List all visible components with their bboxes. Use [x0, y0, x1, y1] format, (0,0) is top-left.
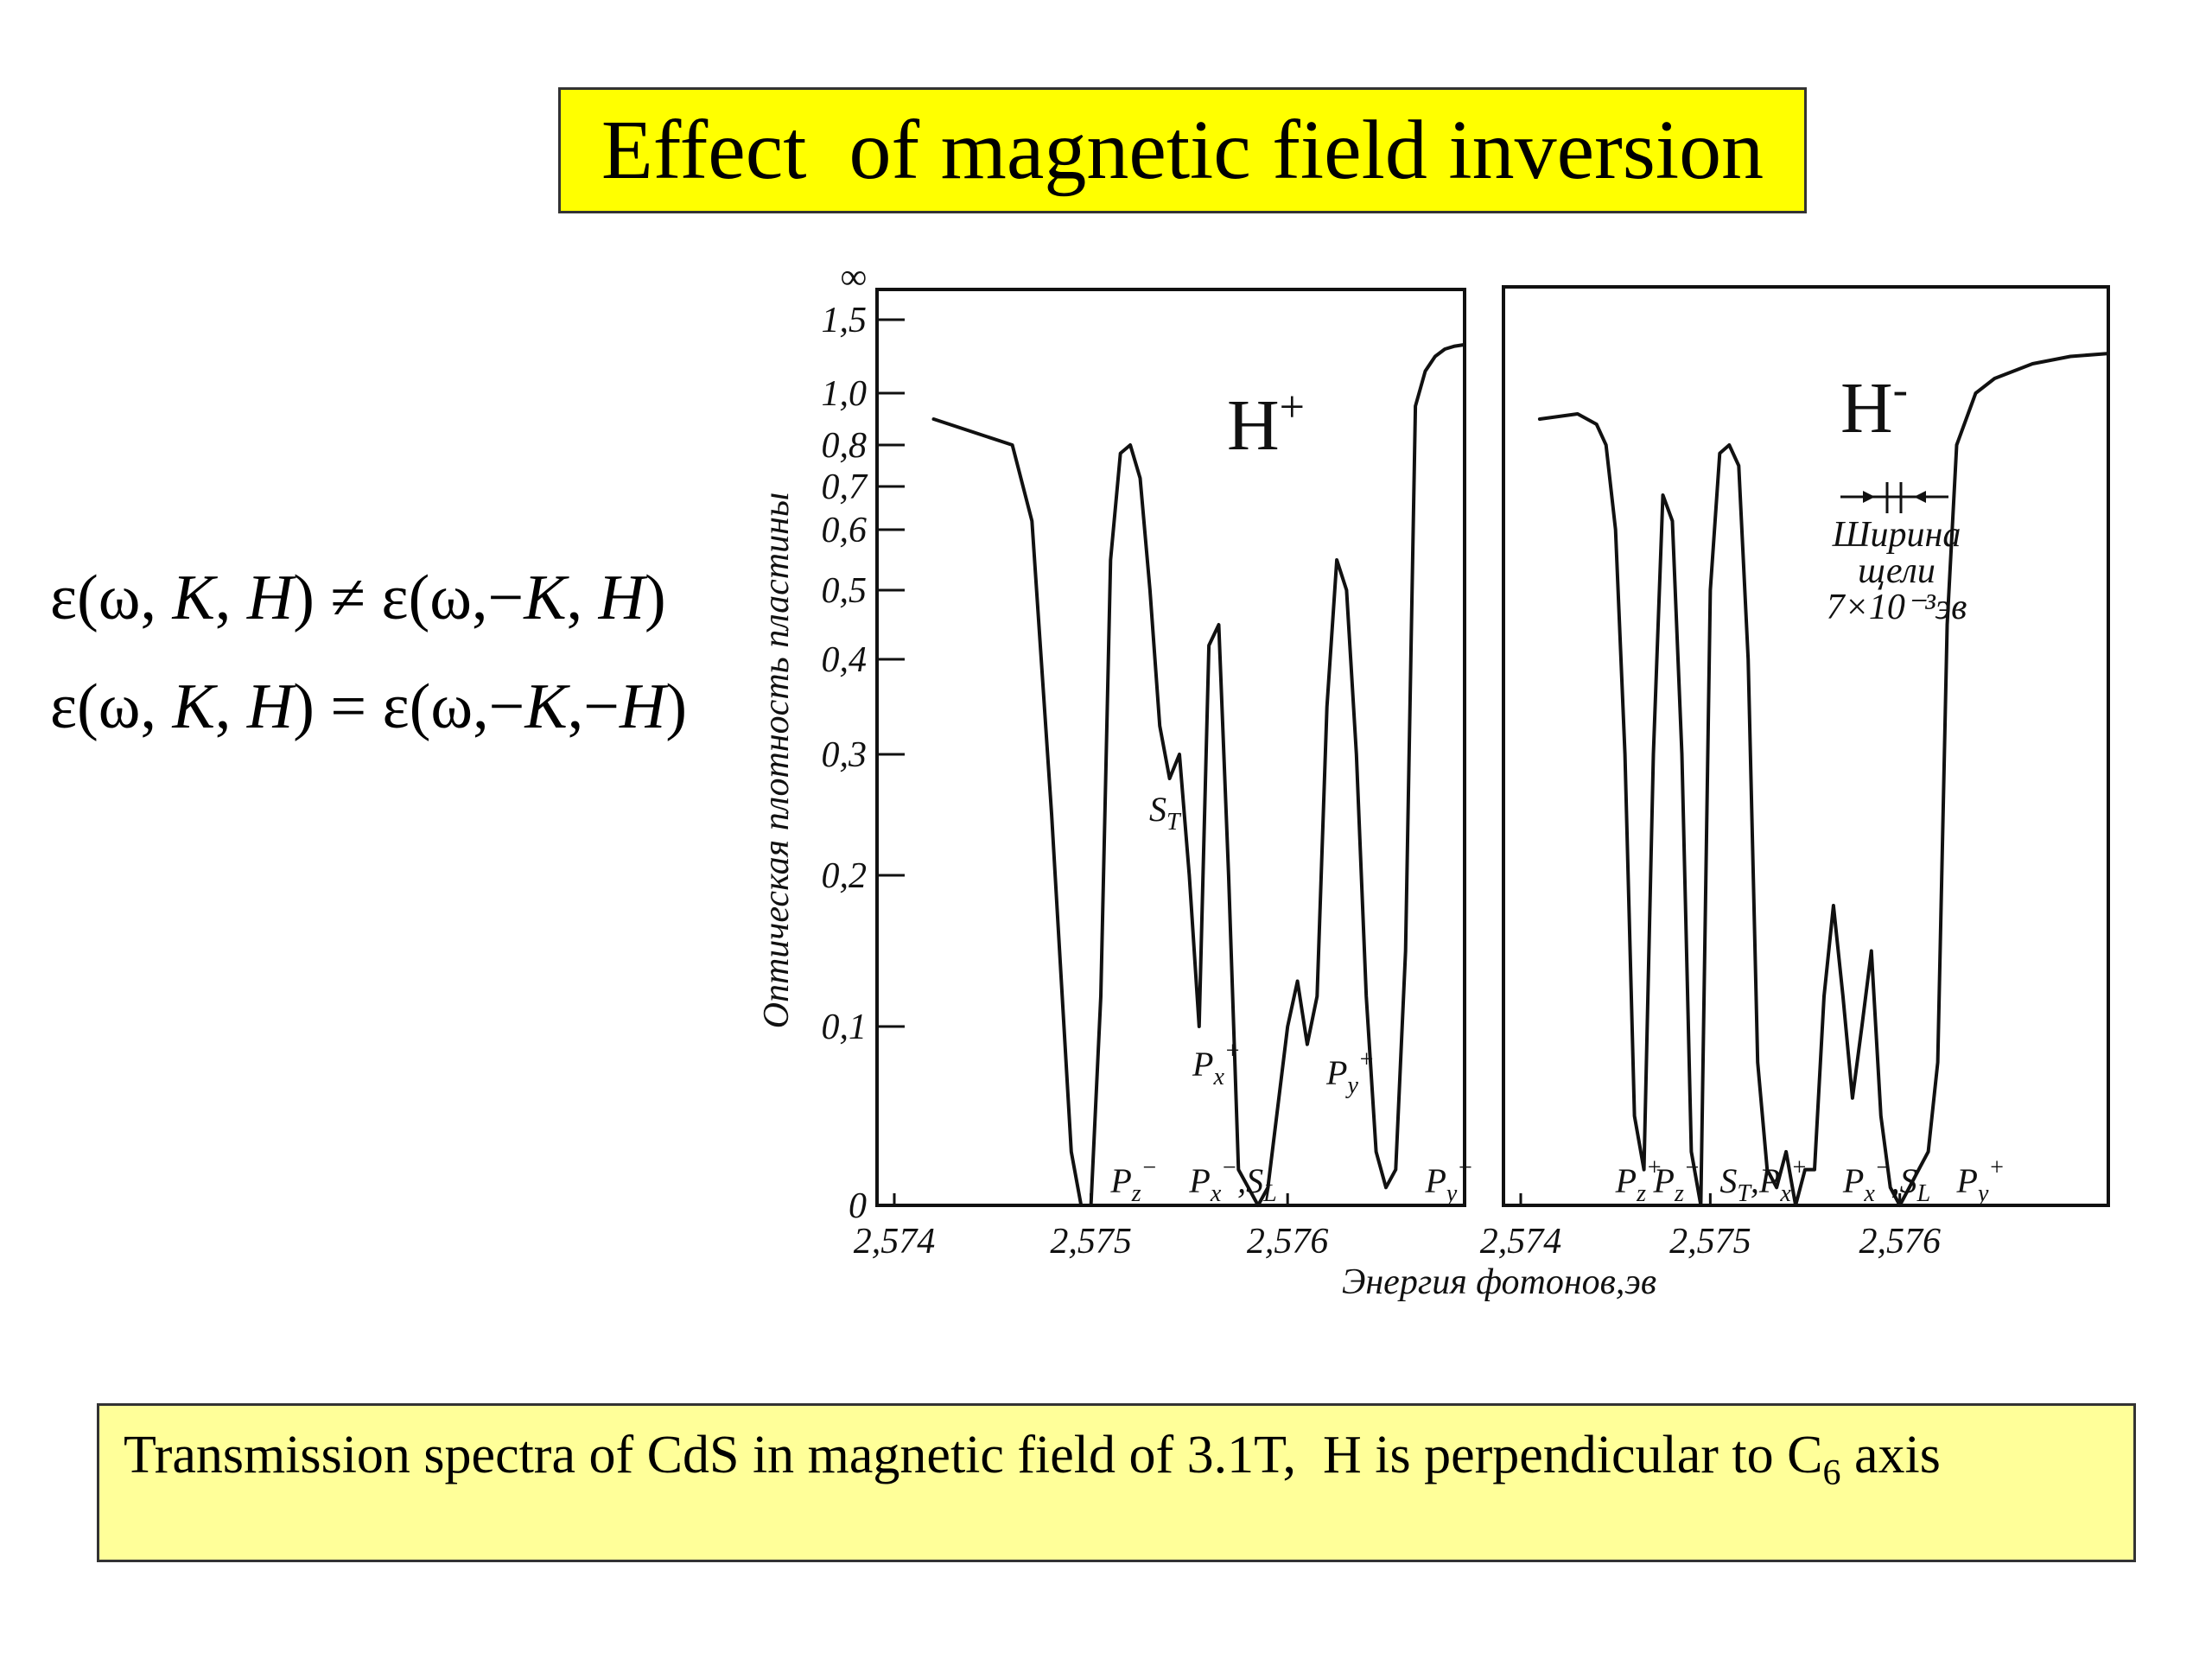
y-tick-label: ∞	[841, 257, 867, 297]
x-tick-label: 2,576	[1859, 1222, 1941, 1262]
x-tick-label: 2,575	[1050, 1222, 1132, 1262]
caption-text: Transmission spectra of CdS in magnetic …	[124, 1426, 1822, 1484]
slit-annotation-line: 7×10⁻³эв	[1827, 588, 1967, 627]
peak-label-part: P	[1188, 1161, 1210, 1200]
x-tick-label: 2,576	[1247, 1222, 1329, 1262]
x-axis-title: Энергия фотонов,эв	[1342, 1262, 1656, 1302]
y-tick-label: 0,1	[822, 1007, 868, 1047]
y-tick-label: 0,7	[822, 467, 869, 507]
peak-label-part: −	[1684, 1154, 1700, 1181]
peak-label-part: ,S	[1237, 1161, 1263, 1200]
y-tick-label: 0	[849, 1186, 867, 1226]
panel-label: H-	[1840, 365, 1908, 448]
peak-label: Px−,SL	[1842, 1154, 1930, 1207]
peak-label-part: x	[1863, 1180, 1875, 1207]
peak-label-part: S	[1719, 1161, 1737, 1200]
peak-label: Py+	[1956, 1154, 2005, 1207]
peak-label-part: +	[1791, 1154, 1808, 1181]
peak-label-part: −	[1221, 1154, 1237, 1181]
spectrum-line	[1540, 353, 2108, 1205]
peak-label-part: y	[1444, 1180, 1458, 1207]
peak-label-part: x	[1210, 1180, 1222, 1207]
peak-label-part: x	[1779, 1180, 1791, 1207]
panel-label-sign: +	[1280, 383, 1305, 432]
x-tick-label: 2,575	[1669, 1222, 1751, 1262]
peak-label-part: y	[1344, 1072, 1358, 1099]
slit-arrow-right	[1914, 491, 1926, 503]
peak-label: Py+	[1325, 1046, 1375, 1099]
panel-label: H+	[1227, 383, 1305, 466]
peak-label: Pz−	[1109, 1154, 1157, 1207]
caption-text-end: axis	[1840, 1426, 1940, 1484]
peak-label-part: z	[1636, 1180, 1646, 1207]
x-tick-label: 2,574	[1480, 1222, 1562, 1262]
slide-caption: Transmission spectra of CdS in magnetic …	[97, 1403, 2136, 1562]
peak-label-part: P	[1842, 1161, 1864, 1200]
y-tick-label: 0,3	[822, 735, 868, 775]
y-tick-label: 1,0	[822, 374, 868, 414]
y-tick-label: 0,6	[822, 511, 868, 550]
peak-label-part: L	[1262, 1180, 1277, 1207]
peak-label: Px+	[1192, 1038, 1241, 1090]
peak-label-part: P	[1109, 1161, 1131, 1200]
y-tick-label: 0,4	[822, 640, 868, 680]
peak-label-part: +	[1224, 1038, 1241, 1065]
panel-label-sign: -	[1893, 365, 1908, 415]
peak-label: Pz−	[1653, 1154, 1700, 1207]
y-axis-title: Оптическая плотность пластины	[757, 493, 797, 1029]
peak-label: ST	[1149, 790, 1182, 836]
slit-arrow-left	[1863, 491, 1875, 503]
peak-label-part: T	[1166, 809, 1182, 836]
peak-label-part: z	[1131, 1180, 1141, 1207]
peak-label-part: L	[1916, 1180, 1931, 1207]
peak-label-part: −	[1457, 1154, 1473, 1181]
panel-frame	[877, 289, 1465, 1205]
peak-label-part: +	[1358, 1046, 1375, 1073]
y-tick-label: 0,2	[822, 856, 868, 896]
caption-subscript: 6	[1822, 1453, 1840, 1493]
y-tick-label: 1,5	[822, 301, 868, 340]
peak-label-part: P	[1653, 1161, 1675, 1200]
peak-label: Px−,SL	[1188, 1154, 1276, 1207]
y-tick-label: 0,8	[822, 426, 868, 466]
peak-label-part: P	[1956, 1161, 1978, 1200]
peak-label-part: P	[1615, 1161, 1637, 1200]
slit-annotation-line: щели	[1858, 551, 1936, 591]
peak-label-part: ,P	[1751, 1161, 1780, 1200]
peak-label-part: x	[1212, 1064, 1224, 1090]
slit-annotation-line: Ширина	[1832, 515, 1961, 555]
peak-label-part: P	[1325, 1053, 1347, 1092]
peak-label-part: −	[1875, 1154, 1891, 1181]
peak-label-part: ,S	[1891, 1161, 1917, 1200]
peak-label-part: y	[1975, 1180, 1989, 1207]
y-tick-label: 0,5	[822, 571, 868, 611]
peak-label-part: z	[1674, 1180, 1684, 1207]
peak-label-part: P	[1192, 1045, 1213, 1084]
peak-label-part: S	[1149, 790, 1166, 829]
x-tick-label: 2,574	[854, 1222, 936, 1262]
peak-label-part: +	[1988, 1154, 2005, 1181]
peak-label-part: −	[1141, 1154, 1158, 1181]
peak-label-part: P	[1424, 1161, 1446, 1200]
